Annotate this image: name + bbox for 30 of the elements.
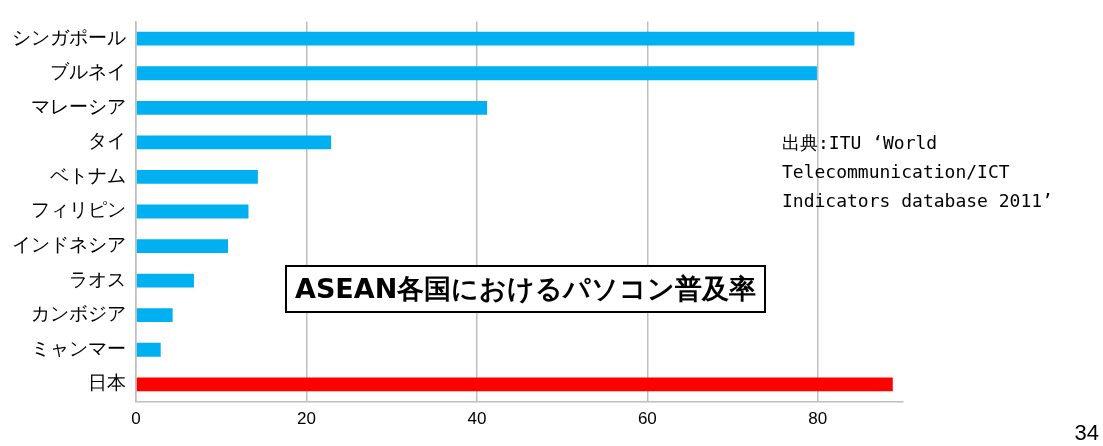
x-tick-label: 20: [296, 409, 316, 429]
bar: [136, 273, 194, 288]
text: 34: [1074, 420, 1099, 446]
bar: [136, 342, 161, 357]
x-tick-label: 40: [467, 409, 487, 429]
y-tick-label: ブルネイ: [50, 60, 126, 83]
y-tick-label: インドネシア: [12, 233, 126, 255]
bar: [136, 239, 229, 253]
y-tick-label: ミャンマー: [31, 336, 126, 359]
y-tick-label: シンガポール: [12, 25, 126, 48]
y-tick-label: ラオス: [69, 267, 126, 290]
x-tick-label: 0: [131, 409, 141, 429]
y-tick-label: フィリピン: [31, 198, 126, 221]
y-tick-label: マレーシア: [31, 94, 126, 117]
x-tick-label: 80: [808, 409, 828, 429]
bar: [136, 135, 332, 150]
bar: [136, 100, 488, 115]
text: ASEAN各国におけるパソコン普及率: [285, 265, 767, 313]
x-tick-label: 60: [637, 409, 657, 429]
bar: [136, 377, 893, 392]
bar: [136, 66, 817, 81]
y-tick-label: 日本: [88, 371, 126, 394]
bar: [136, 170, 258, 184]
y-tick-label: タイ: [88, 129, 126, 152]
annotation: 出典:ITU ‘World Telecommunication/ICT Indicators database 2011’: [782, 131, 1054, 213]
bar: [136, 31, 855, 46]
bar: [136, 204, 249, 219]
y-tick-label: カンボジア: [31, 302, 126, 325]
y-tick-label: ベトナム: [50, 163, 126, 186]
bar: [136, 308, 173, 323]
